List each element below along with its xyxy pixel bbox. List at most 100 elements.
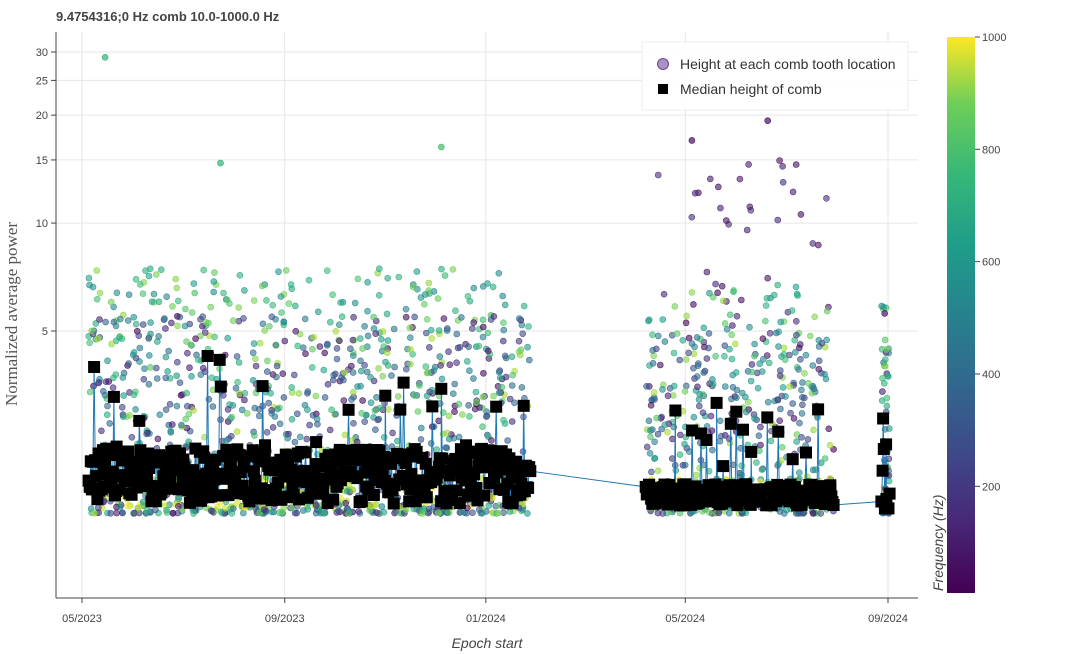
scatter-point — [757, 423, 764, 431]
scatter-point — [425, 279, 433, 287]
median-marker — [426, 400, 439, 413]
scatter-point — [706, 289, 713, 297]
scatter-point — [312, 392, 320, 400]
scatter-point — [106, 420, 113, 427]
scatter-point — [309, 345, 316, 353]
scatter-point — [883, 402, 891, 410]
scatter-point — [525, 323, 532, 330]
scatter-point — [271, 413, 279, 420]
scatter-point — [457, 508, 465, 516]
scatter-point — [274, 405, 281, 413]
scatter-point — [304, 505, 312, 513]
scatter-point — [200, 266, 207, 274]
scatter-point — [693, 373, 701, 380]
scatter-point — [690, 301, 697, 308]
x-tick-label: 09/2023 — [265, 613, 305, 625]
scatter-point — [342, 499, 350, 507]
scatter-point — [518, 384, 526, 391]
scatter-point — [333, 355, 341, 363]
scatter-point — [693, 334, 701, 341]
scatter-point — [881, 336, 889, 344]
scatter-point — [161, 315, 168, 322]
scatter-point — [756, 360, 764, 368]
colorbar-tick-label: 800 — [982, 144, 1000, 156]
scatter-point — [464, 292, 472, 300]
scatter-point — [759, 355, 767, 363]
scatter-point — [649, 359, 657, 367]
scatter-point — [259, 320, 267, 328]
scatter-outlier — [688, 137, 696, 144]
scatter-point — [359, 397, 366, 404]
scatter-point — [661, 421, 669, 429]
scatter-point — [341, 431, 349, 439]
scatter-point — [154, 435, 162, 443]
scatter-point — [280, 394, 288, 401]
scatter-point — [256, 509, 264, 517]
scatter-point — [110, 374, 117, 382]
scatter-point — [795, 366, 802, 373]
scatter-point — [279, 370, 287, 378]
scatter-point — [775, 343, 782, 350]
colorbar-tick-label: 200 — [982, 481, 1000, 493]
scatter-point — [96, 316, 103, 323]
scatter-point — [511, 399, 518, 407]
scatter-point — [670, 382, 678, 390]
median-marker — [786, 453, 799, 466]
scatter-point — [781, 356, 789, 364]
scatter-point — [190, 510, 197, 517]
scatter-point — [320, 366, 328, 374]
scatter-point — [793, 290, 801, 298]
scatter-point — [364, 332, 372, 340]
scatter-point — [293, 509, 301, 517]
median-marker — [310, 436, 323, 449]
colorbar-tick-label: 400 — [982, 369, 1000, 381]
scatter-point — [649, 346, 657, 354]
scatter-point — [359, 345, 366, 352]
scatter-point — [224, 406, 232, 413]
scatter-point — [367, 373, 374, 381]
scatter-point — [269, 424, 277, 431]
legend-box — [641, 41, 909, 111]
scatter-point — [645, 417, 653, 425]
scatter-point — [377, 335, 385, 343]
scatter-point — [296, 433, 304, 441]
scatter-point — [86, 339, 93, 347]
scatter-point — [789, 188, 797, 196]
median-marker — [745, 445, 758, 458]
scatter-point — [500, 326, 508, 334]
scatter-outlier — [881, 310, 889, 317]
scatter-point — [249, 376, 257, 384]
scatter-point — [163, 506, 170, 514]
scatter-point — [681, 440, 688, 448]
scatter-point — [218, 508, 225, 516]
scatter-point — [465, 343, 472, 351]
scatter-point — [647, 427, 654, 434]
scatter-point — [809, 466, 817, 474]
scatter-point — [349, 388, 357, 396]
scatter-point — [764, 398, 772, 406]
scatter-point — [383, 310, 391, 318]
scatter-point — [402, 313, 410, 321]
scatter-point — [446, 361, 454, 369]
scatter-point — [495, 368, 503, 376]
scatter-point — [499, 337, 507, 345]
scatter-point — [647, 433, 654, 441]
median-marker — [876, 464, 889, 477]
scatter-point — [885, 477, 893, 485]
scatter-point — [374, 416, 382, 424]
scatter-point — [764, 274, 772, 282]
scatter-point — [716, 417, 724, 425]
median-marker — [812, 403, 825, 416]
scatter-point — [104, 357, 111, 365]
scatter-point — [358, 409, 366, 417]
scatter-point — [520, 302, 528, 310]
scatter-point — [268, 406, 275, 414]
scatter-point — [738, 389, 746, 397]
scatter-point — [410, 392, 418, 399]
scatter-point — [654, 171, 662, 179]
scatter-point — [420, 300, 428, 308]
scatter-point — [332, 410, 339, 418]
scatter-outlier — [217, 159, 224, 167]
scatter-point — [708, 427, 716, 435]
scatter-point — [209, 403, 217, 410]
